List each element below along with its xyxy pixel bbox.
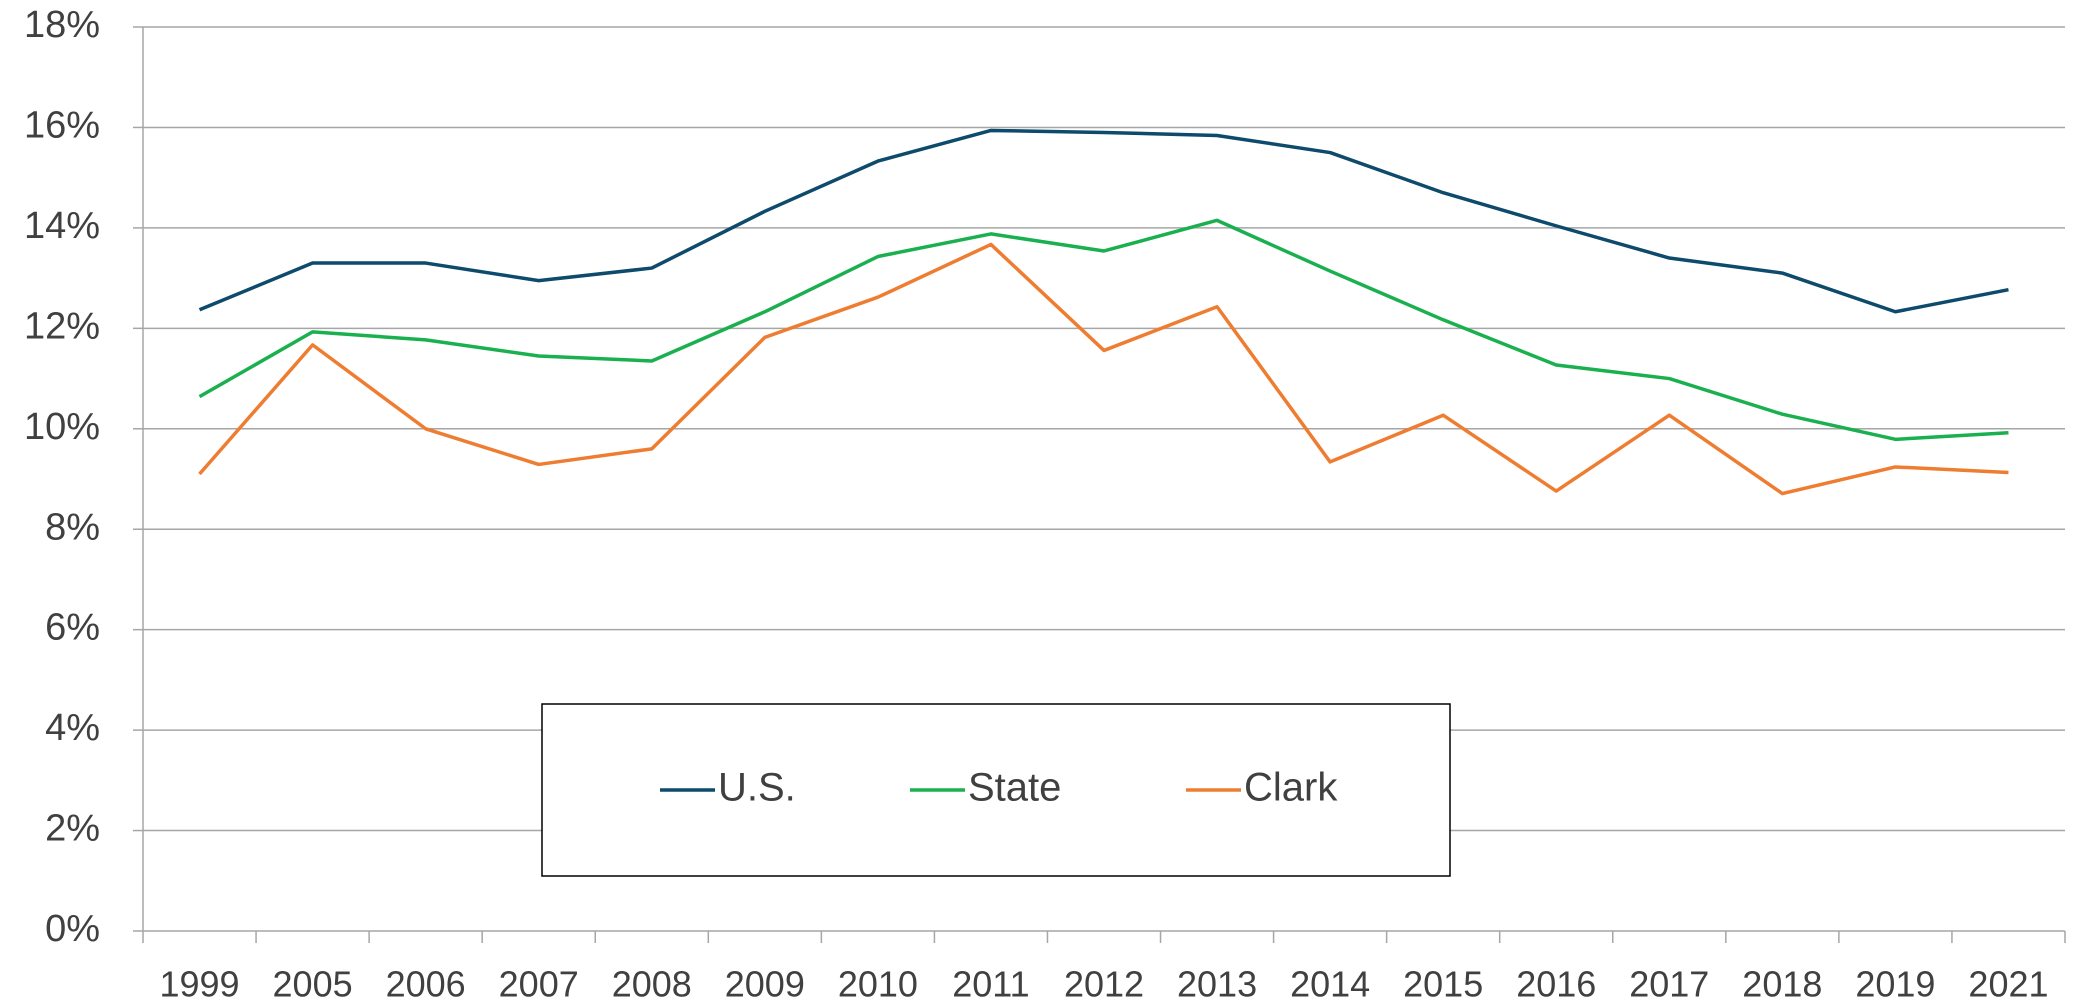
legend-label: Clark xyxy=(1244,766,1338,810)
x-tick-label: 2019 xyxy=(1855,964,1935,1005)
x-tick-label: 1999 xyxy=(159,964,239,1005)
series-line xyxy=(198,242,2009,496)
y-tick-label: 8% xyxy=(45,506,100,548)
x-tick-label: 2009 xyxy=(725,964,805,1005)
x-tick-label: 2010 xyxy=(838,964,918,1005)
y-tick-label: 4% xyxy=(45,707,100,749)
x-tick-label: 2015 xyxy=(1403,964,1483,1005)
series-line xyxy=(198,128,2009,314)
legend-label: State xyxy=(968,766,1061,810)
x-tick-label: 2014 xyxy=(1290,964,1370,1005)
x-tick-label: 2005 xyxy=(273,964,353,1005)
y-tick-label: 16% xyxy=(24,104,100,146)
y-tick-label: 18% xyxy=(24,4,100,46)
y-tick-label: 2% xyxy=(45,808,100,850)
y-tick-label: 14% xyxy=(24,205,100,247)
x-tick-label: 2008 xyxy=(612,964,692,1005)
x-tick-label: 2012 xyxy=(1064,964,1144,1005)
y-tick-label: 0% xyxy=(45,908,100,950)
legend-label: U.S. xyxy=(718,766,796,810)
x-tick-label: 2016 xyxy=(1516,964,1596,1005)
y-tick-label: 6% xyxy=(45,607,100,649)
x-tick-label: 2013 xyxy=(1177,964,1257,1005)
x-tick-label: 2006 xyxy=(386,964,466,1005)
x-tick-label: 2021 xyxy=(1968,964,2048,1005)
series-line xyxy=(198,218,2009,442)
x-tick-label: 2011 xyxy=(952,964,1029,1005)
y-tick-label: 10% xyxy=(24,406,100,448)
x-tick-label: 2017 xyxy=(1629,964,1709,1005)
x-tick-label: 2007 xyxy=(499,964,579,1005)
x-tick-label: 2018 xyxy=(1742,964,1822,1005)
y-tick-label: 12% xyxy=(24,305,100,347)
